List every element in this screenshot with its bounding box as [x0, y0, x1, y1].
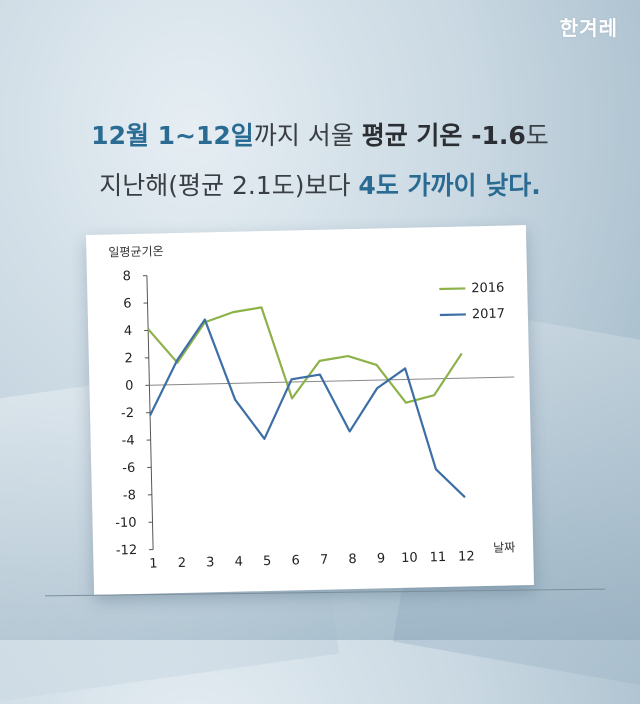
- y-tick-label: -8: [123, 488, 136, 503]
- x-tick-label: 10: [401, 551, 418, 566]
- y-tick-label: 4: [124, 324, 133, 339]
- x-tick-label: 5: [263, 554, 272, 569]
- legend-label-2016: 2016: [471, 281, 504, 297]
- zero-line: [149, 377, 514, 385]
- x-tick-label: 7: [320, 553, 329, 568]
- y-tick-labels: 8 6 4 2 0 -2 -4 -6 -8 -10 -12: [110, 269, 154, 559]
- headline-segment: 지난해(평균 2.1도)보다: [99, 171, 358, 200]
- x-tick-label: 3: [206, 555, 215, 570]
- x-tick-label: 9: [377, 551, 386, 566]
- x-tick-label: 12: [458, 549, 475, 564]
- y-tick-label: -6: [122, 461, 135, 476]
- legend: 2016 2017: [439, 281, 505, 323]
- y-axis-label: 일평균기온: [108, 244, 164, 259]
- y-tick-label: 0: [125, 379, 134, 394]
- headline-line-1: 12월 1~12일까지 서울 평균 기온 -1.6도: [0, 116, 640, 152]
- headline-line-2: 지난해(평균 2.1도)보다 4도 가까이 낮다.: [0, 166, 640, 202]
- series-lines: [148, 303, 465, 505]
- x-axis-label: 날짜: [493, 540, 515, 554]
- x-tick-label: 8: [348, 552, 357, 567]
- series-line-2016: [148, 303, 463, 409]
- y-tick-label: 8: [122, 269, 131, 284]
- y-tick-label: -4: [122, 433, 135, 448]
- x-tick-label: 2: [178, 556, 187, 571]
- headline-segment: 까지 서울: [254, 121, 362, 150]
- series-line-2017: [148, 314, 465, 505]
- logo: 한겨레: [560, 12, 618, 41]
- x-tick-label: 6: [291, 553, 300, 568]
- legend-label-2017: 2017: [472, 307, 505, 323]
- legend-swatch-2017: [440, 314, 466, 315]
- headline-segment: 도: [526, 121, 549, 150]
- legend-swatch-2016: [439, 288, 465, 289]
- y-tick-label: -12: [116, 543, 138, 558]
- y-tick-label: 6: [123, 296, 132, 311]
- headline-segment: 4도 가까이 낮다.: [358, 171, 540, 200]
- y-tick-label: -10: [115, 516, 137, 531]
- y-tick-label: 2: [124, 351, 133, 366]
- x-tick-label: 1: [149, 556, 158, 571]
- x-tick-label: 4: [234, 555, 243, 570]
- x-tick-label: 11: [429, 550, 446, 565]
- headline-segment: 평균 기온 -1.6: [362, 121, 526, 150]
- headline-segment: 12월 1~12일: [91, 121, 254, 150]
- y-tick-label: -2: [121, 406, 134, 421]
